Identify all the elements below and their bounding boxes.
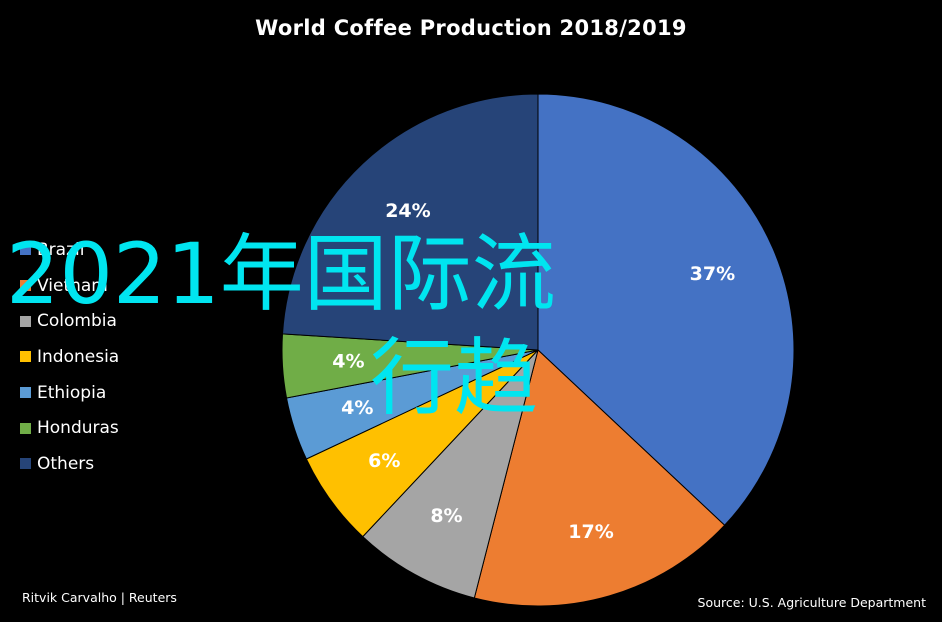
legend-swatch-ethiopia — [20, 387, 31, 399]
source-text: Source: U.S. Agriculture Department — [697, 595, 926, 610]
legend-label: Indonesia — [37, 346, 120, 367]
credit-text: Ritvik Carvalho | Reuters — [22, 590, 177, 605]
legend-swatch-others — [20, 458, 31, 470]
legend-item-others: Others — [20, 446, 119, 482]
legend-item-ethiopia: Ethiopia — [20, 375, 119, 411]
legend-item-honduras: Honduras — [20, 410, 119, 446]
legend-label: Colombia — [37, 311, 117, 332]
legend-label: Vietnam — [37, 275, 108, 296]
legend: Brazil Vietnam Colombia Indonesia Ethiop… — [20, 232, 119, 482]
legend-swatch-brazil — [20, 244, 31, 256]
data-label-others: 24% — [385, 200, 430, 222]
data-label-colombia: 8% — [430, 505, 462, 527]
legend-label: Brazil — [37, 239, 85, 260]
pie-slice-colombia — [362, 349, 539, 599]
legend-label: Ethiopia — [37, 382, 107, 403]
chart-title: World Coffee Production 2018/2019 — [255, 16, 687, 40]
data-label-honduras: 4% — [332, 350, 364, 372]
legend-item-brazil: Brazil — [20, 232, 119, 268]
pie-slice-vietnam — [473, 349, 726, 607]
pie-slice-brazil — [537, 93, 795, 526]
legend-swatch-honduras — [20, 422, 31, 434]
data-label-vietnam: 17% — [568, 521, 613, 543]
legend-item-colombia: Colombia — [20, 303, 119, 339]
legend-label: Others — [37, 453, 95, 474]
data-label-indonesia: 6% — [368, 450, 400, 472]
legend-swatch-colombia — [20, 315, 31, 327]
data-label-brazil: 37% — [690, 263, 735, 285]
legend-item-vietnam: Vietnam — [20, 268, 119, 304]
pie-slice-others — [281, 93, 539, 351]
legend-label: Honduras — [37, 418, 119, 439]
legend-swatch-indonesia — [20, 351, 31, 363]
legend-swatch-vietnam — [20, 280, 31, 292]
legend-item-indonesia: Indonesia — [20, 339, 119, 375]
data-label-ethiopia: 4% — [341, 397, 373, 419]
